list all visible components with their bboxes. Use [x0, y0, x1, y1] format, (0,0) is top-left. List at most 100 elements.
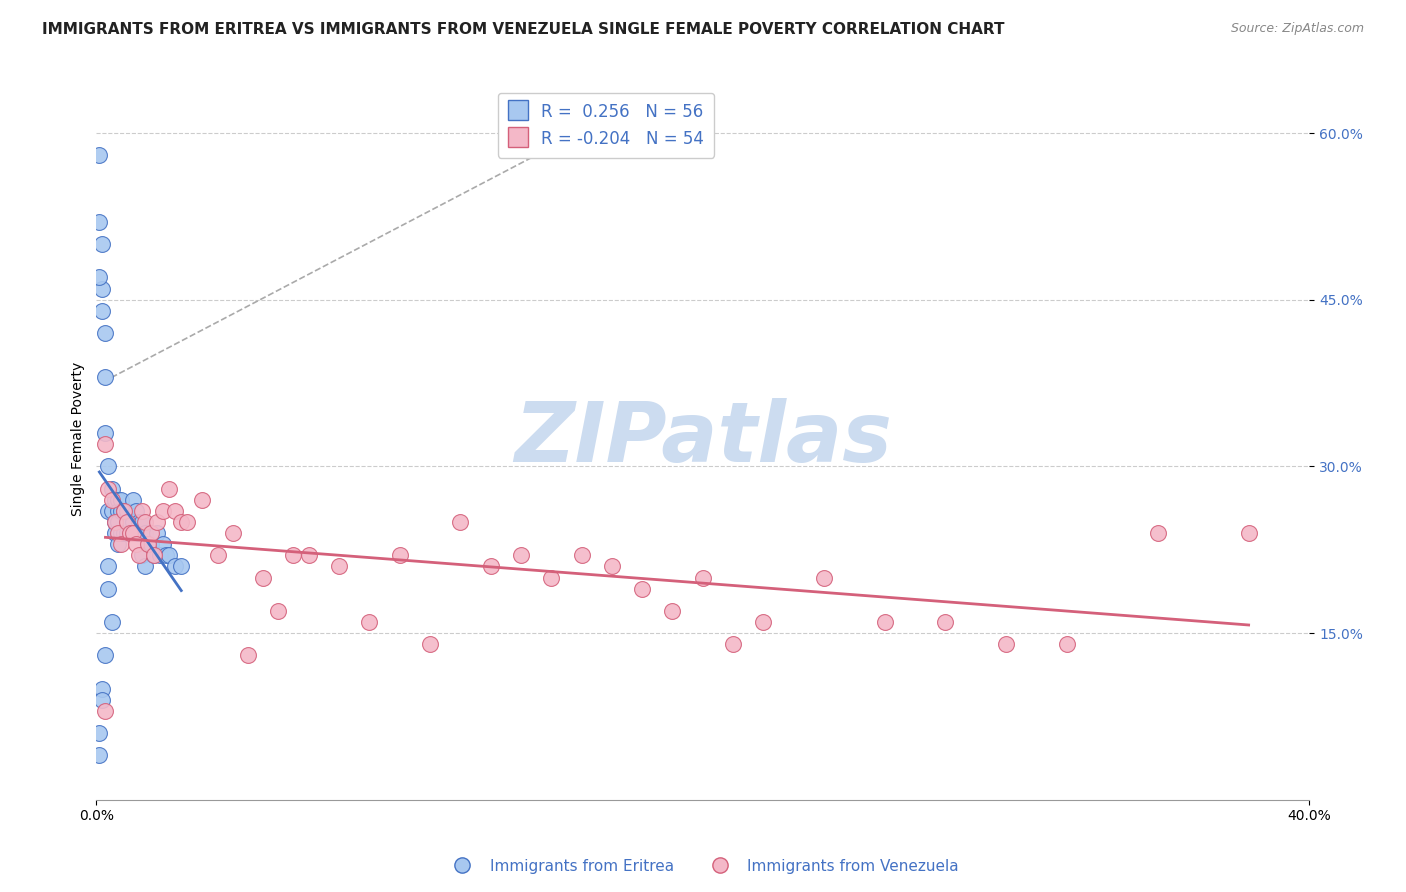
Point [97, 459, 120, 474]
Point [152, 537, 174, 551]
Point [540, 570, 562, 584]
Point [89, 748, 111, 763]
Point [112, 504, 135, 518]
Point [107, 492, 129, 507]
Point [509, 549, 531, 563]
Point [139, 526, 162, 541]
Point [97, 482, 120, 496]
Point [125, 526, 148, 541]
Point [170, 515, 193, 529]
Point [752, 615, 775, 629]
Point [103, 515, 125, 529]
Point [89, 270, 111, 285]
Point [121, 515, 143, 529]
Point [146, 526, 169, 541]
Point [131, 549, 153, 563]
Text: Source: ZipAtlas.com: Source: ZipAtlas.com [1230, 22, 1364, 36]
Point [571, 549, 593, 563]
Point [115, 515, 138, 529]
Point [112, 526, 135, 541]
Point [721, 637, 744, 651]
Point [995, 637, 1018, 651]
Point [191, 492, 214, 507]
Point [91, 237, 114, 252]
Point [155, 549, 177, 563]
Point [89, 726, 111, 740]
Point [449, 515, 471, 529]
Point [267, 604, 290, 618]
Point [125, 537, 148, 551]
Point [110, 504, 132, 518]
Point [97, 582, 120, 596]
Point [359, 615, 381, 629]
Point [100, 492, 122, 507]
Point [125, 504, 148, 518]
Point [146, 515, 169, 529]
Point [1056, 637, 1078, 651]
Point [934, 615, 956, 629]
Point [94, 370, 117, 384]
Point [128, 549, 150, 563]
Point [136, 537, 159, 551]
Point [149, 549, 172, 563]
Point [236, 648, 259, 663]
Point [94, 437, 117, 451]
Point [661, 604, 683, 618]
Point [134, 559, 156, 574]
Point [328, 559, 350, 574]
Point [176, 515, 198, 529]
Point [97, 504, 120, 518]
Point [115, 526, 138, 541]
Point [121, 526, 143, 541]
Point [136, 537, 159, 551]
Text: IMMIGRANTS FROM ERITREA VS IMMIGRANTS FROM VENEZUELA SINGLE FEMALE POVERTY CORRE: IMMIGRANTS FROM ERITREA VS IMMIGRANTS FR… [42, 22, 1005, 37]
Point [1146, 526, 1168, 541]
Point [103, 526, 125, 541]
Point [100, 504, 122, 518]
Point [139, 537, 162, 551]
Point [91, 692, 114, 706]
Point [134, 515, 156, 529]
Point [283, 549, 305, 563]
Point [165, 504, 187, 518]
Legend: Immigrants from Eritrea, Immigrants from Venezuela: Immigrants from Eritrea, Immigrants from… [441, 853, 965, 880]
Point [94, 425, 117, 440]
Point [100, 615, 122, 629]
Point [222, 526, 245, 541]
Point [134, 526, 156, 541]
Point [157, 549, 180, 563]
Point [107, 504, 129, 518]
Point [118, 515, 141, 529]
Point [100, 482, 122, 496]
Point [479, 559, 502, 574]
Point [115, 515, 138, 529]
Point [121, 492, 143, 507]
Point [143, 549, 166, 563]
Point [1237, 526, 1260, 541]
Point [152, 504, 174, 518]
Y-axis label: Single Female Poverty: Single Female Poverty [72, 361, 86, 516]
Text: ZIPatlas: ZIPatlas [513, 398, 891, 479]
Point [115, 504, 138, 518]
Point [91, 303, 114, 318]
Point [97, 559, 120, 574]
Point [419, 637, 441, 651]
Point [207, 549, 229, 563]
Point [252, 570, 274, 584]
Point [91, 282, 114, 296]
Point [94, 704, 117, 718]
Point [165, 559, 187, 574]
Point [170, 559, 193, 574]
Point [631, 582, 654, 596]
Legend: R =  0.256   N = 56, R = -0.204   N = 54: R = 0.256 N = 56, R = -0.204 N = 54 [498, 93, 714, 158]
Point [813, 570, 835, 584]
Point [110, 492, 132, 507]
Point [131, 504, 153, 518]
Point [131, 515, 153, 529]
Point [873, 615, 896, 629]
Point [89, 148, 111, 162]
Point [110, 526, 132, 541]
Point [157, 482, 180, 496]
Point [128, 515, 150, 529]
Point [118, 526, 141, 541]
